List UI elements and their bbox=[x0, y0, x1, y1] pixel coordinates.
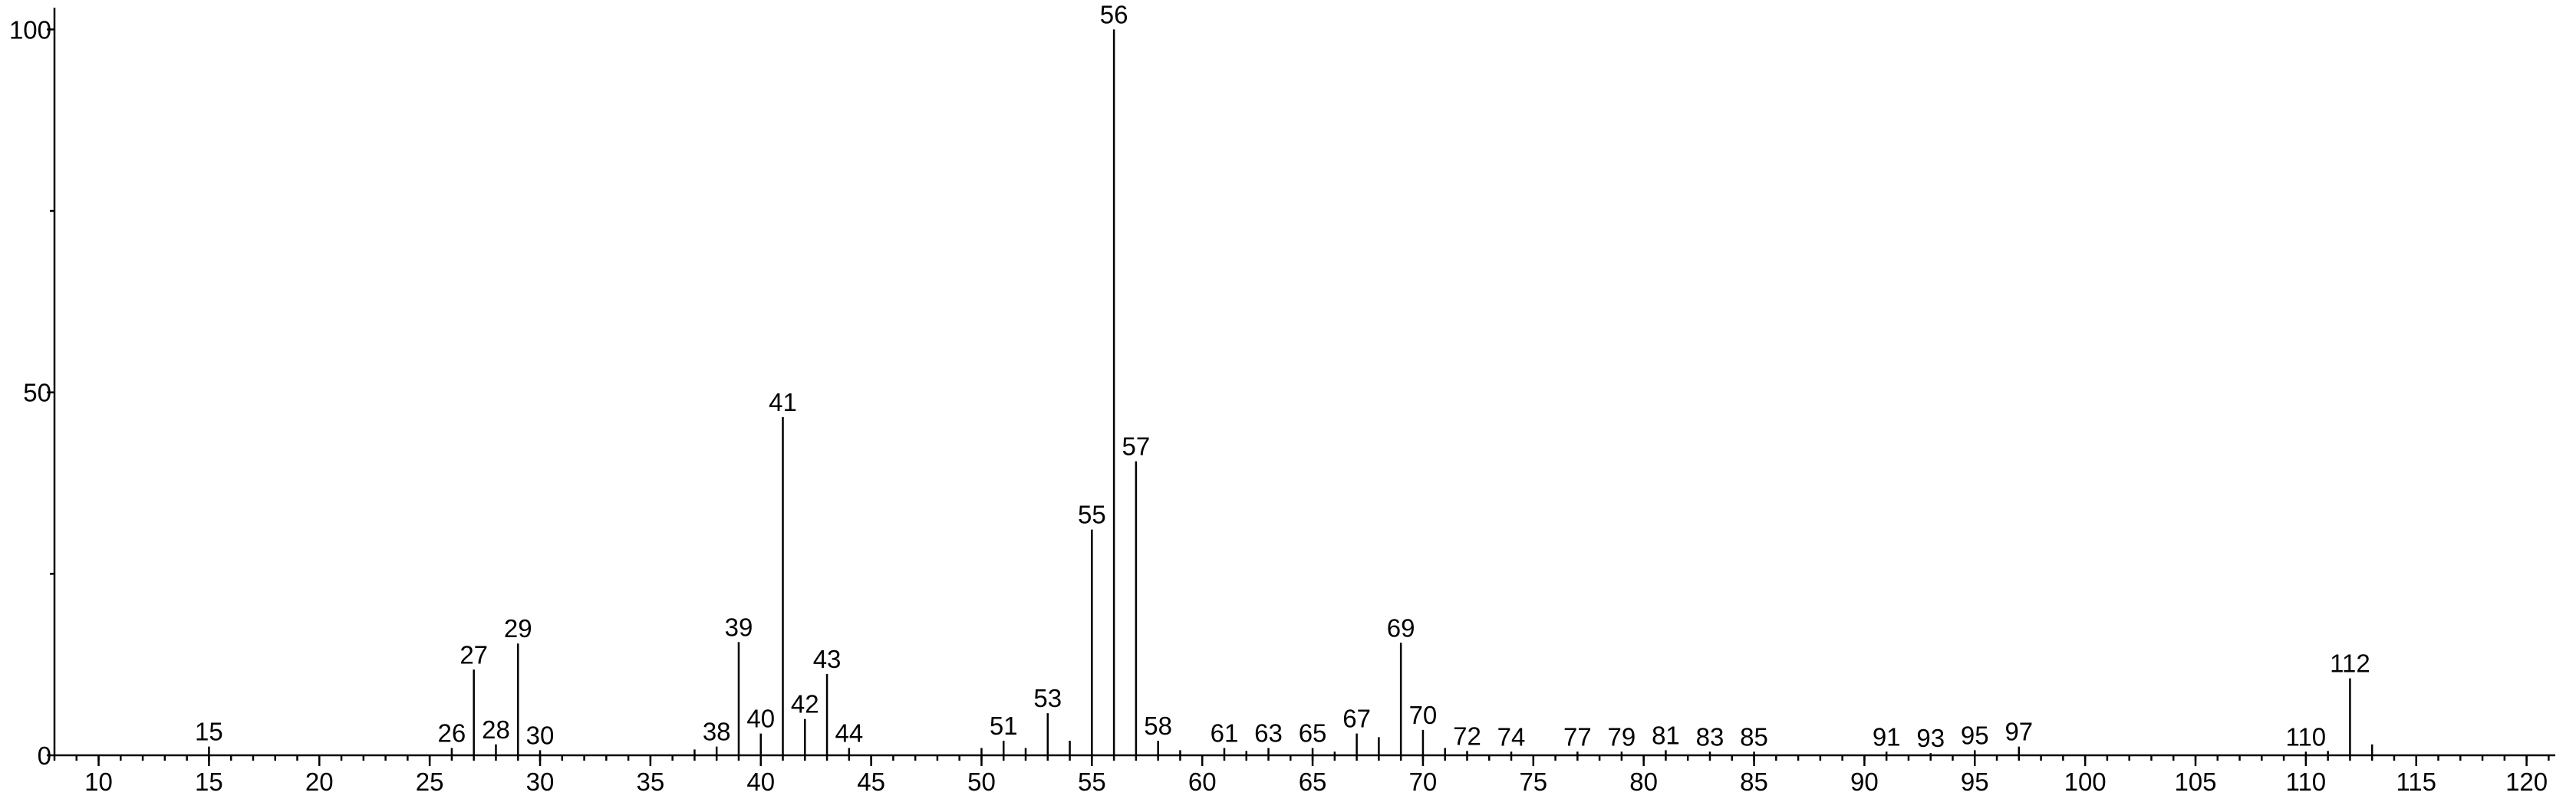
peak-label: 83 bbox=[1696, 722, 1724, 751]
x-tick-label: 40 bbox=[746, 768, 775, 796]
peak-label: 81 bbox=[1652, 721, 1680, 749]
peak-label: 72 bbox=[1453, 722, 1481, 750]
peak-label: 43 bbox=[813, 645, 842, 673]
peak-label: 27 bbox=[460, 640, 488, 669]
x-tick-label: 45 bbox=[857, 768, 885, 796]
x-tick-label: 65 bbox=[1299, 768, 1327, 796]
peak-label: 30 bbox=[526, 721, 555, 749]
x-tick-label: 55 bbox=[1078, 768, 1106, 796]
peak-label: 53 bbox=[1033, 684, 1062, 712]
peak-label: 42 bbox=[791, 690, 819, 718]
x-tick-label: 35 bbox=[637, 768, 665, 796]
peak-label: 41 bbox=[769, 388, 797, 416]
x-tick-label: 80 bbox=[1629, 768, 1658, 796]
x-tick-label: 115 bbox=[2396, 768, 2436, 796]
x-tick-label: 15 bbox=[195, 768, 223, 796]
y-tick-label: 50 bbox=[23, 379, 51, 407]
peak-label: 79 bbox=[1608, 722, 1636, 751]
peak-label: 57 bbox=[1122, 432, 1151, 461]
peak-label: 55 bbox=[1078, 501, 1106, 529]
peak-label: 74 bbox=[1497, 722, 1526, 751]
peak-label: 97 bbox=[2004, 718, 2033, 746]
peak-label: 65 bbox=[1299, 719, 1327, 748]
peak-label: 15 bbox=[195, 718, 223, 746]
peak-label: 69 bbox=[1387, 613, 1415, 642]
peak-label: 93 bbox=[1916, 724, 1945, 752]
peak-label: 29 bbox=[504, 614, 532, 643]
peak-label: 44 bbox=[835, 719, 863, 748]
peak-label: 51 bbox=[990, 712, 1018, 740]
peak-label: 61 bbox=[1211, 719, 1239, 748]
x-tick-label: 20 bbox=[305, 768, 334, 796]
x-tick-label: 85 bbox=[1740, 768, 1768, 796]
peak-label: 77 bbox=[1563, 722, 1592, 751]
y-tick-label: 100 bbox=[9, 15, 51, 44]
x-tick-label: 75 bbox=[1519, 768, 1547, 796]
x-tick-label: 110 bbox=[2286, 768, 2327, 796]
peak-label: 85 bbox=[1740, 722, 1768, 751]
peak-label: 40 bbox=[746, 705, 775, 733]
peak-label: 91 bbox=[1873, 722, 1901, 751]
x-tick-label: 30 bbox=[526, 768, 555, 796]
peak-label: 95 bbox=[1961, 721, 1989, 749]
x-tick-label: 90 bbox=[1850, 768, 1879, 796]
x-tick-label: 100 bbox=[2064, 768, 2107, 796]
peak-label: 70 bbox=[1409, 701, 1438, 729]
peak-label: 110 bbox=[2286, 722, 2327, 751]
peak-label: 58 bbox=[1144, 712, 1172, 740]
x-tick-label: 105 bbox=[2174, 768, 2216, 796]
x-tick-label: 70 bbox=[1409, 768, 1438, 796]
x-tick-label: 50 bbox=[967, 768, 996, 796]
x-tick-label: 60 bbox=[1188, 768, 1217, 796]
peak-label: 28 bbox=[482, 715, 510, 744]
peak-label: 67 bbox=[1342, 705, 1371, 733]
x-tick-label: 10 bbox=[84, 768, 113, 796]
peak-label: 56 bbox=[1100, 0, 1128, 28]
peak-label: 39 bbox=[725, 613, 753, 641]
peak-label: 112 bbox=[2330, 649, 2370, 678]
peak-label: 26 bbox=[438, 719, 466, 748]
y-tick-label: 0 bbox=[38, 741, 51, 770]
x-tick-label: 95 bbox=[1961, 768, 1989, 796]
x-tick-label: 120 bbox=[2505, 768, 2548, 796]
peak-label: 63 bbox=[1254, 719, 1283, 748]
peak-label: 38 bbox=[703, 718, 731, 746]
x-tick-label: 25 bbox=[416, 768, 444, 796]
